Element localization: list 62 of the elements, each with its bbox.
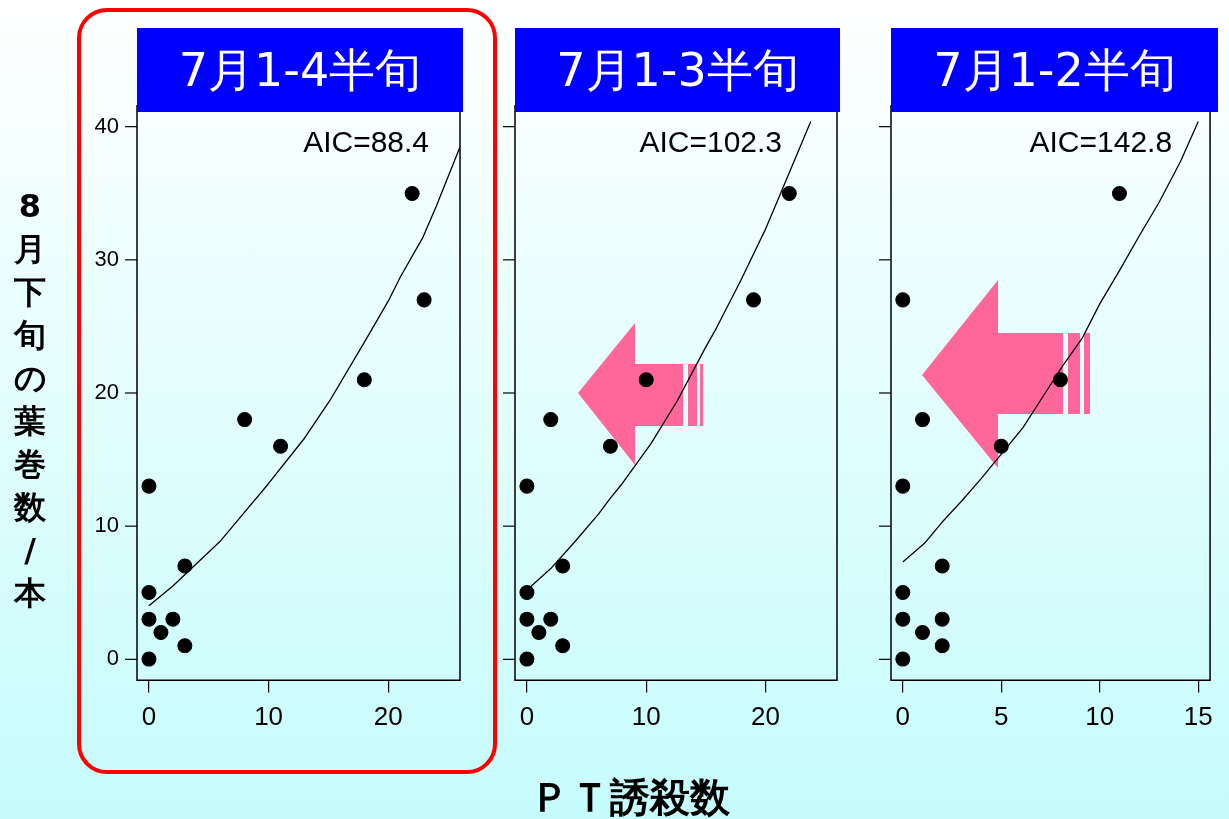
point: [1111, 185, 1127, 201]
x-tick-label: 5: [994, 701, 1009, 732]
point: [555, 638, 571, 654]
point: [602, 438, 618, 454]
point: [356, 372, 372, 388]
point: [934, 611, 950, 627]
point: [519, 611, 535, 627]
point: [895, 478, 911, 494]
point: [895, 292, 911, 308]
x-tick-label: 15: [1183, 701, 1213, 732]
annotation: AIC=102.3: [639, 124, 782, 158]
point: [141, 651, 157, 667]
point: [543, 611, 559, 627]
chart-title: 7月1-4半旬: [137, 28, 463, 112]
x-tick-label: 10: [254, 701, 284, 732]
point: [273, 438, 289, 454]
point: [1052, 372, 1068, 388]
point: [915, 624, 931, 640]
x-tick-label: 20: [373, 701, 403, 732]
x-tick-label: 0: [519, 701, 535, 732]
y-tick-label: 10: [94, 512, 119, 538]
point: [519, 478, 535, 494]
chart-title: 7月1-3半旬: [515, 28, 840, 112]
point: [895, 651, 911, 667]
point: [781, 185, 797, 201]
x-tick-label: 10: [1085, 701, 1115, 732]
x-axis-title: ＰＴ誘殺数: [529, 773, 731, 819]
annotation: AIC=88.4: [303, 124, 429, 158]
point: [746, 292, 762, 308]
point: [141, 585, 157, 601]
x-tick-label: 10: [631, 701, 661, 732]
x-tick-label: 0: [895, 701, 911, 732]
y-tick-label: 0: [106, 645, 119, 671]
point: [153, 624, 169, 640]
y-tick-label: 20: [94, 379, 119, 405]
text: 8月下旬の葉巻数/本: [13, 187, 47, 612]
annotation: AIC=142.8: [1029, 124, 1173, 158]
point: [993, 438, 1009, 454]
point: [237, 412, 253, 428]
point: [416, 292, 432, 308]
point: [141, 611, 157, 627]
point: [895, 611, 911, 627]
point: [543, 412, 559, 428]
point: [915, 412, 931, 428]
x-tick-label: 0: [141, 701, 157, 732]
x-tick-label: 20: [750, 701, 780, 732]
point: [177, 558, 193, 574]
point: [934, 638, 950, 654]
y-tick-label: 30: [94, 246, 119, 272]
y-tick-label: 40: [94, 112, 119, 138]
point: [177, 638, 193, 654]
point: [531, 624, 547, 640]
point: [519, 651, 535, 667]
point: [519, 585, 535, 601]
point: [165, 611, 181, 627]
point: [934, 558, 950, 574]
chart-title: 7月1-2半旬: [891, 28, 1218, 112]
point: [555, 558, 571, 574]
point: [141, 478, 157, 494]
point: [638, 372, 654, 388]
point: [895, 585, 911, 601]
point: [404, 185, 420, 201]
